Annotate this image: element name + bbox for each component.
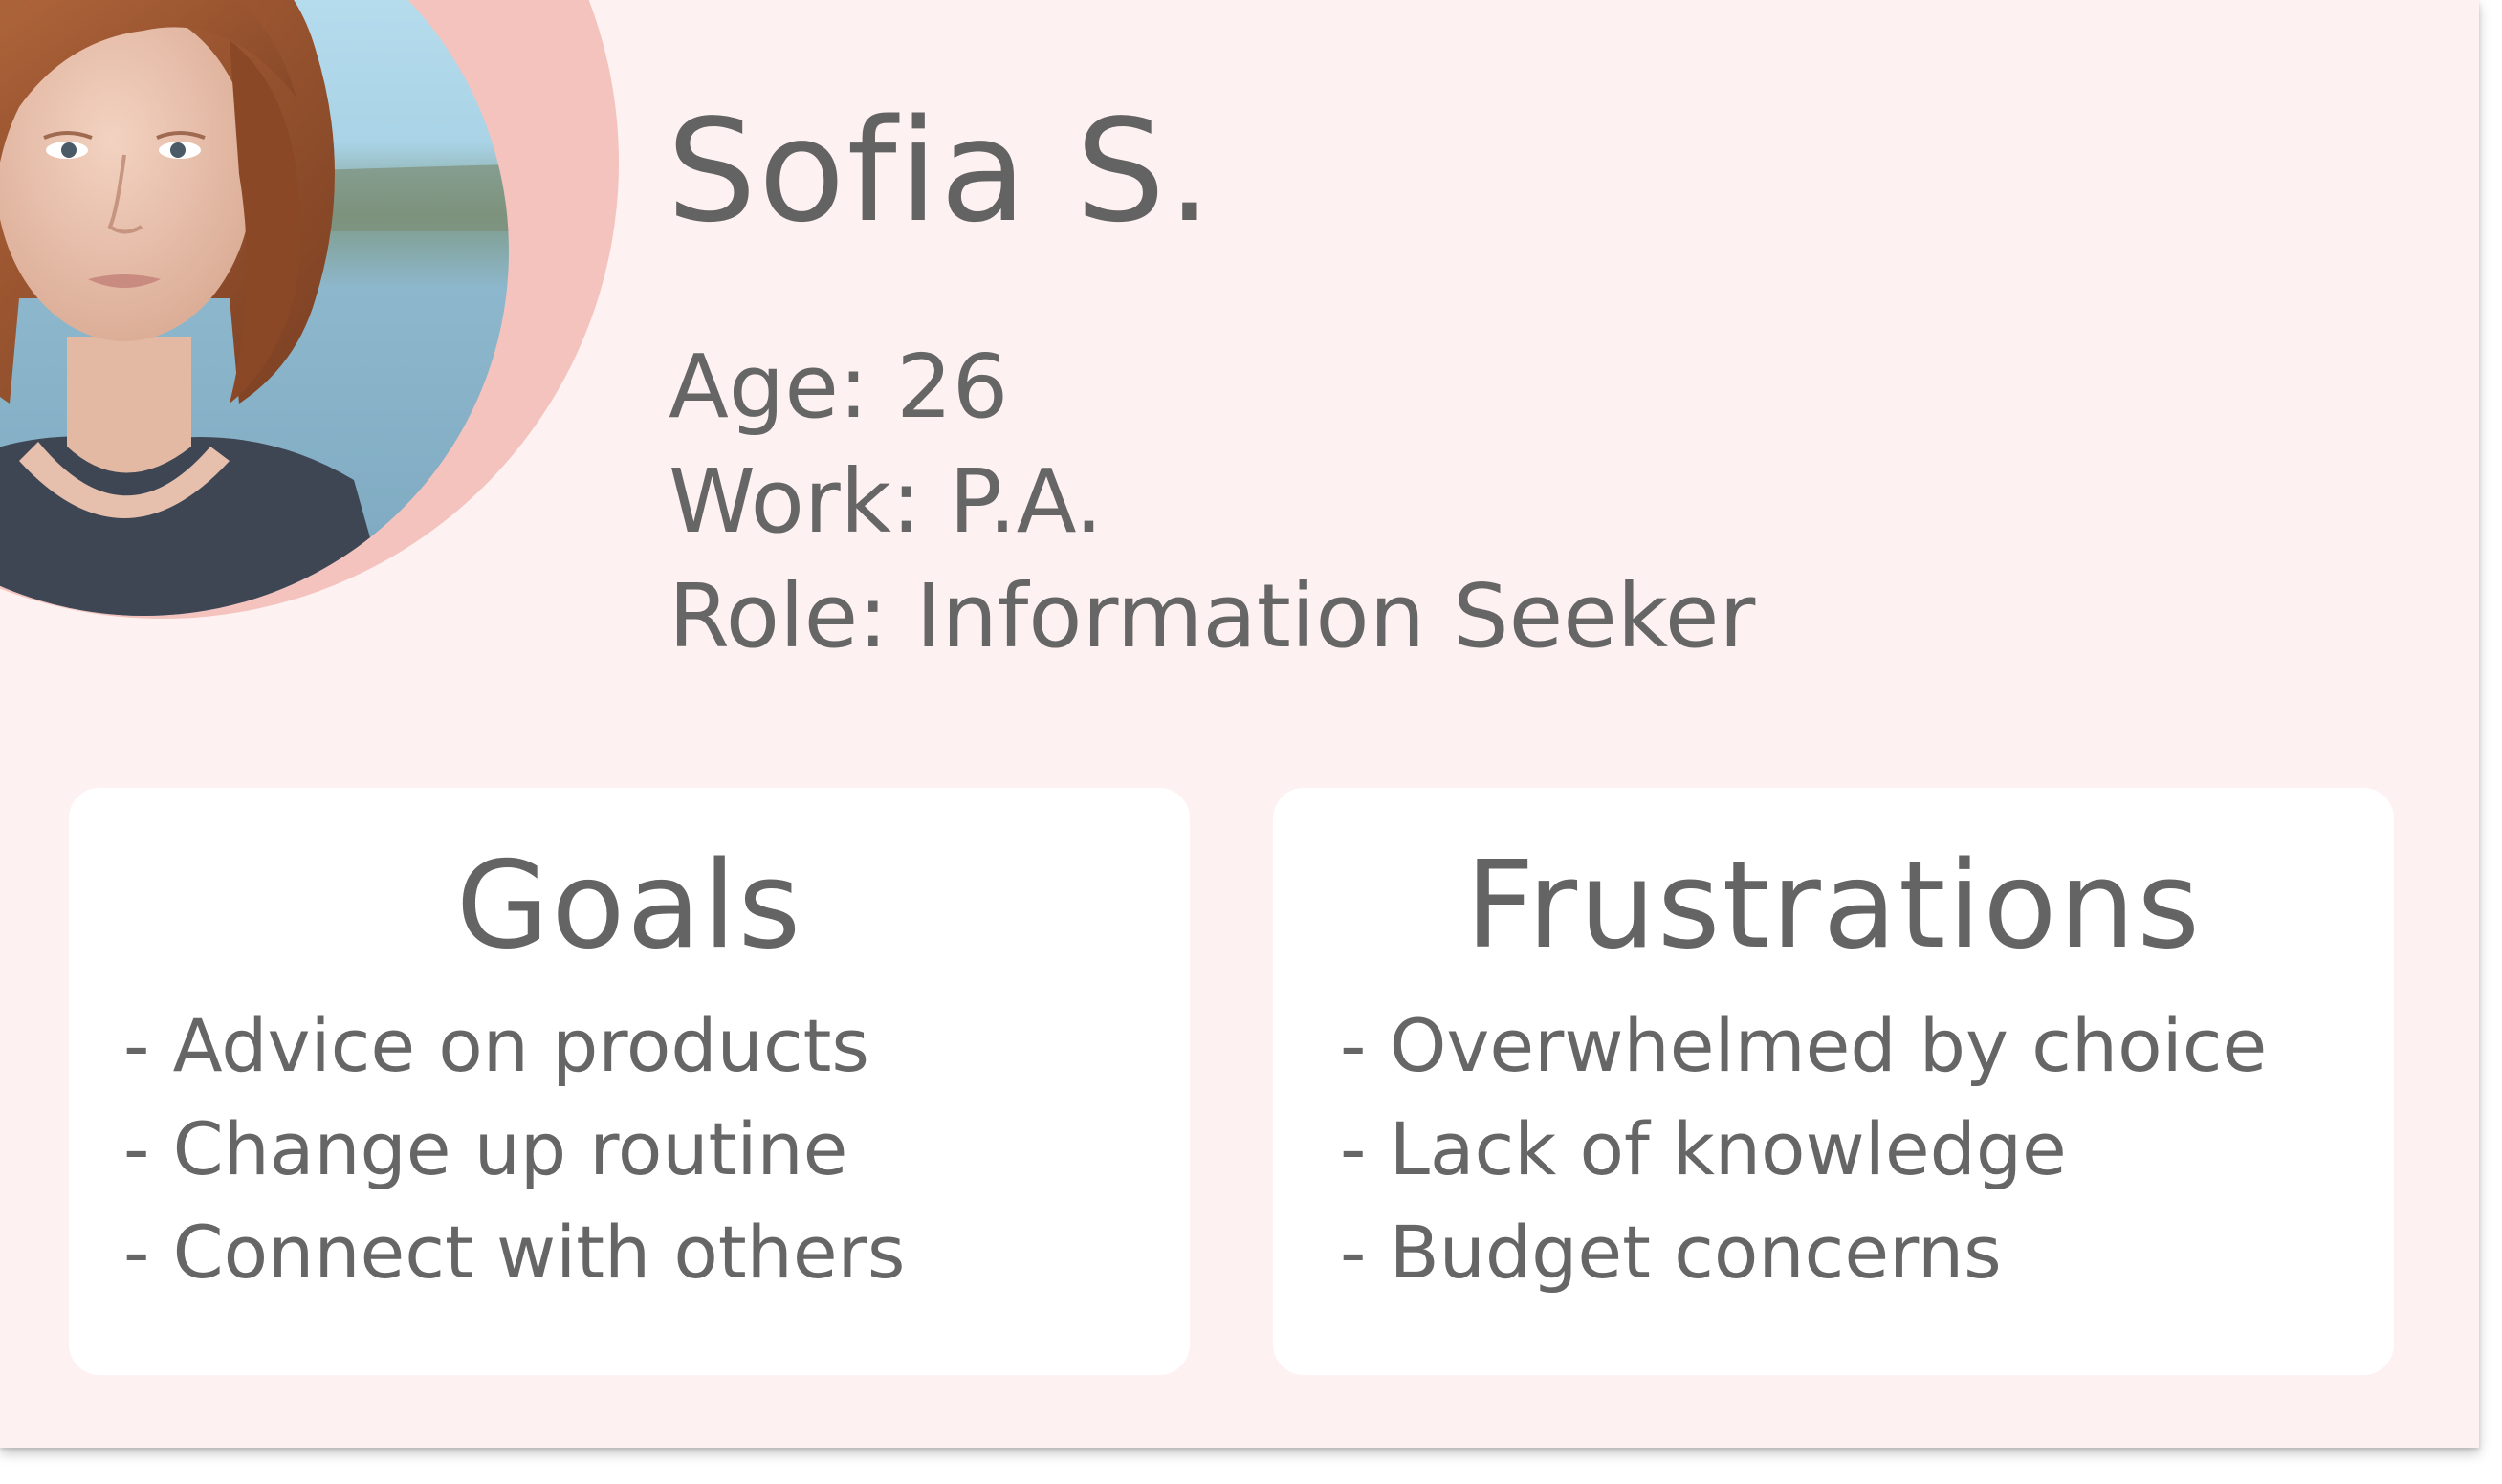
frustrations-list: - Overwhelmed by choice - Lack of knowle… <box>1340 994 2267 1304</box>
persona-details: Age: 26 Work: P.A. Role: Information See… <box>669 330 1755 674</box>
persona-card: Sofia S. Age: 26 Work: P.A. Role: Inform… <box>0 0 2479 1448</box>
persona-name: Sofia S. <box>667 89 1215 253</box>
persona-age: Age: 26 <box>669 336 1009 438</box>
avatar <box>0 0 509 616</box>
goals-panel: Goals - Advice on products - Change up r… <box>69 788 1190 1375</box>
frustrations-panel: Frustrations - Overwhelmed by choice - L… <box>1273 788 2394 1375</box>
avatar-photo <box>0 0 509 616</box>
goals-title: Goals <box>455 835 803 975</box>
goals-list: - Advice on products - Change up routine… <box>123 994 905 1304</box>
frustrations-item: - Overwhelmed by choice <box>1340 1003 2268 1088</box>
persona-role: Role: Information Seeker <box>669 565 1756 667</box>
goals-item: - Advice on products <box>123 1003 870 1088</box>
frustrations-title: Frustrations <box>1464 835 2203 975</box>
persona-work: Work: P.A. <box>669 450 1104 553</box>
goals-item: - Connect with others <box>123 1210 906 1295</box>
frustrations-item: - Lack of knowledge <box>1340 1106 2067 1191</box>
goals-item: - Change up routine <box>123 1106 848 1191</box>
frustrations-item: - Budget concerns <box>1340 1210 2002 1295</box>
